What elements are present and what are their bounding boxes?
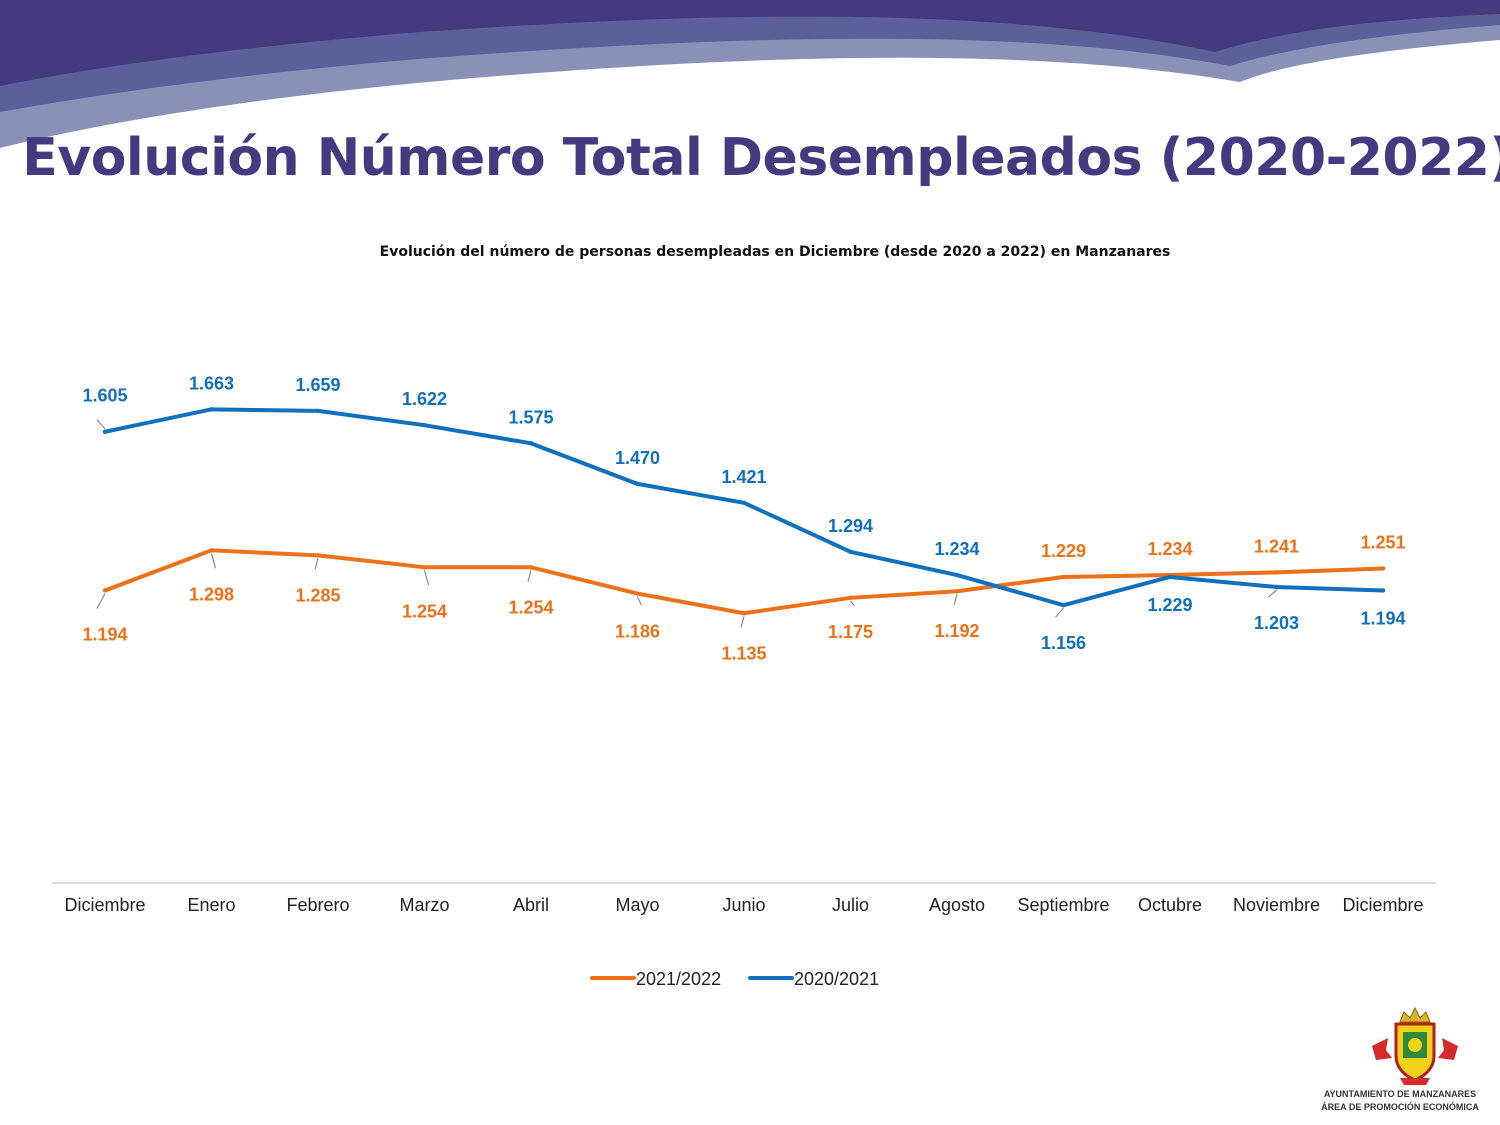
data-point	[209, 407, 214, 412]
legend-label: 2021/2022	[636, 969, 721, 989]
data-point	[1061, 602, 1066, 608]
data-point	[1380, 566, 1386, 571]
x-tick-label: Diciembre	[1342, 895, 1423, 915]
label-leader-line	[96, 419, 106, 430]
data-point	[741, 500, 747, 506]
data-point	[209, 548, 214, 553]
x-tick-label: Octubre	[1138, 895, 1202, 915]
logo-caption-line1: AYUNTAMIENTO DE MANZANARES	[1323, 1089, 1477, 1099]
logo-emblem	[1408, 1038, 1422, 1052]
label-leader-line	[953, 594, 958, 606]
data-label: 1.194	[82, 624, 127, 644]
data-point	[102, 429, 108, 434]
data-label: 1.254	[402, 601, 447, 621]
data-point	[848, 595, 853, 601]
data-label: 1.605	[82, 386, 127, 406]
label-leader-line	[740, 616, 745, 628]
label-leader-line	[1268, 589, 1277, 598]
data-label: 1.421	[721, 467, 766, 487]
data-label: 1.470	[615, 448, 660, 468]
data-label: 1.294	[828, 516, 873, 536]
data-label: 1.254	[508, 597, 553, 617]
data-label: 1.251	[1360, 532, 1405, 552]
data-label: 1.622	[402, 389, 447, 409]
data-point	[954, 589, 960, 594]
data-point	[1061, 574, 1066, 580]
logo-left-ribbon	[1372, 1038, 1392, 1060]
data-label: 1.192	[934, 621, 979, 641]
label-leader-line	[636, 596, 643, 606]
x-tick-label: Febrero	[286, 895, 349, 915]
data-point	[315, 408, 321, 414]
data-label: 1.135	[721, 643, 766, 663]
data-label: 1.229	[1041, 541, 1086, 561]
data-point	[528, 441, 534, 446]
label-leader-line	[314, 558, 319, 570]
label-leader-line	[527, 570, 532, 582]
x-tick-label: Julio	[832, 895, 869, 915]
data-point	[635, 591, 640, 596]
data-label: 1.241	[1254, 536, 1299, 556]
header-banner	[0, 0, 1500, 148]
data-point	[741, 611, 747, 616]
data-label: 1.659	[295, 375, 340, 395]
data-point	[1380, 588, 1386, 593]
x-tick-label: Enero	[187, 895, 235, 915]
x-tick-label: Diciembre	[64, 895, 145, 915]
logo-right-ribbon	[1438, 1038, 1458, 1060]
label-leader-line	[96, 593, 106, 609]
data-point	[1167, 574, 1173, 580]
data-label: 1.194	[1360, 608, 1405, 628]
data-label: 1.186	[615, 622, 660, 642]
data-point	[1274, 570, 1279, 575]
data-label: 1.663	[189, 373, 234, 393]
x-tick-label: Marzo	[399, 895, 449, 915]
data-point	[848, 549, 853, 555]
label-leader-line	[423, 570, 430, 586]
data-label: 1.575	[508, 407, 553, 427]
data-point	[635, 481, 640, 487]
label-leader-line	[210, 553, 217, 569]
x-tick-label: Agosto	[929, 895, 985, 915]
data-point	[528, 565, 534, 570]
x-tick-label: Septiembre	[1017, 895, 1109, 915]
x-tick-label: Junio	[722, 895, 765, 915]
logo-crown	[1399, 1006, 1431, 1023]
data-label: 1.298	[189, 584, 234, 604]
data-point	[315, 553, 321, 558]
data-label: 1.234	[1147, 539, 1192, 559]
logo-caption-line2: ÁREA DE PROMOCIÓN ECONÓMICA	[1321, 1102, 1479, 1112]
x-tick-label: Abril	[513, 895, 549, 915]
x-tick-label: Noviembre	[1233, 895, 1320, 915]
data-label: 1.203	[1254, 613, 1299, 633]
data-point	[1274, 584, 1279, 590]
data-label: 1.156	[1041, 633, 1086, 653]
data-point	[954, 572, 960, 578]
data-label: 1.175	[828, 622, 873, 642]
banner-dark-wave	[0, 0, 1500, 86]
chart-title: Evolución del número de personas desempl…	[379, 244, 1171, 260]
data-label: 1.234	[934, 539, 979, 559]
data-point	[102, 588, 108, 593]
data-label: 1.285	[295, 585, 340, 605]
page-title: Evolución Número Total Desempleados (202…	[22, 128, 1500, 188]
x-tick-label: Mayo	[615, 895, 659, 915]
logo-caption: AYUNTAMIENTO DE MANZANARES ÁREA DE PROMO…	[1300, 1088, 1500, 1114]
coat-of-arms-logo	[1372, 1006, 1458, 1085]
data-point	[422, 422, 427, 428]
data-label: 1.229	[1147, 595, 1192, 615]
legend-label: 2020/2021	[794, 969, 879, 989]
logo-bottom-ribbon	[1400, 1078, 1430, 1085]
label-leader-line	[1055, 607, 1064, 618]
label-leader-line	[850, 600, 855, 607]
data-point	[422, 565, 427, 570]
